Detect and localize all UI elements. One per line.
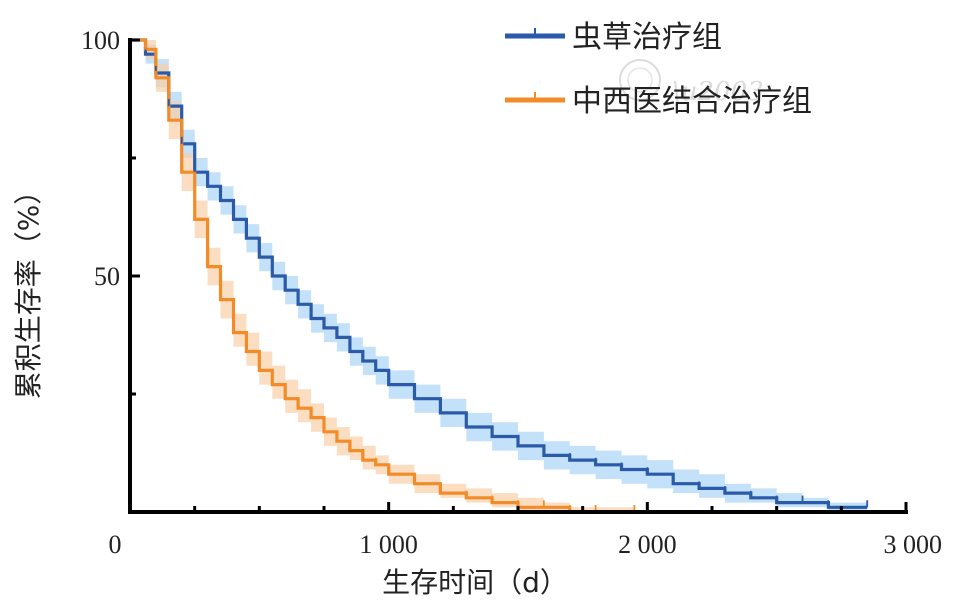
- watermark-logo: \u2003: [619, 59, 764, 107]
- x-axis-title: 生存时间（d）: [382, 566, 568, 599]
- legend-item-series-0: 虫草治疗组: [505, 20, 722, 55]
- x-axis-tick-labels: 0 1 000 2 000 3 000: [109, 530, 943, 559]
- y-tick-label: 100: [81, 26, 120, 55]
- y-tick-label: 50: [94, 262, 120, 291]
- legend-item-series-1: 中西医结合治疗组: [505, 84, 812, 119]
- x-axis-ticks: [128, 502, 908, 512]
- x-tick-label: 0: [109, 530, 122, 559]
- legend: 虫草治疗组 中西医结合治疗组: [505, 20, 812, 119]
- y-axis-title: 累积生存率（%）: [12, 177, 45, 400]
- legend-label-series-0: 虫草治疗组: [572, 20, 722, 55]
- censor-marks: [144, 42, 869, 512]
- x-tick-label: 2 000: [618, 530, 677, 559]
- x-tick-label: 3 000: [884, 530, 943, 559]
- svg-text:\u2003: \u2003: [672, 77, 764, 107]
- x-tick-label: 1 000: [359, 530, 418, 559]
- y-axis-ticks: [130, 38, 140, 514]
- y-axis-tick-labels: 50 100: [81, 26, 120, 291]
- legend-label-series-1: 中西医结合治疗组: [572, 84, 812, 119]
